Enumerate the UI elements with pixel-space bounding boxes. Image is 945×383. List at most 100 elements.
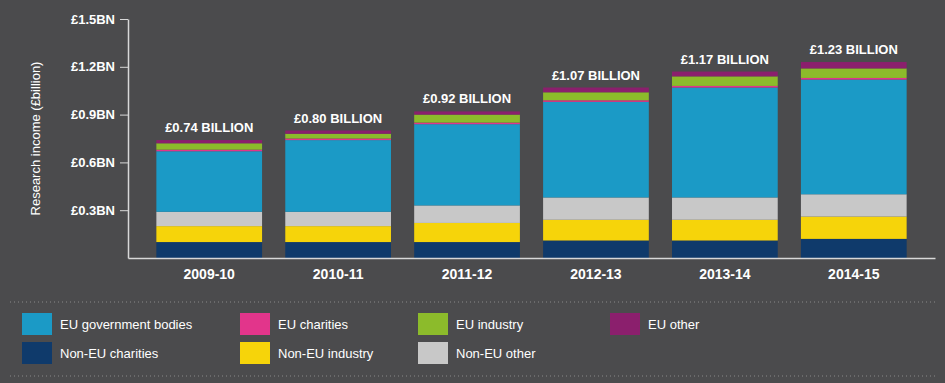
- bar: [672, 220, 778, 241]
- tick: 2011-12: [442, 258, 493, 282]
- tick-mark: [120, 115, 128, 116]
- legend-item: Non-EU other: [418, 342, 536, 364]
- bar: [672, 86, 778, 88]
- bar: [414, 242, 520, 258]
- series: [156, 62, 906, 143]
- bar: [672, 88, 778, 198]
- bar: [801, 239, 907, 258]
- tick-label: £0.6BN: [71, 155, 115, 170]
- chart: £0.3BN £0.6BN £0.9BN £1.2BN £1.5BN 2009-10 201…: [0, 0, 945, 383]
- tick: £1.5BN: [71, 12, 128, 27]
- annotation: £0.92 BILLION: [423, 91, 511, 106]
- tick-label: 2012-13: [570, 266, 622, 282]
- axis-line: [128, 20, 130, 259]
- tick: 2014-15: [828, 258, 880, 282]
- tick-label: £0.9BN: [71, 107, 115, 122]
- legend-swatch: [240, 313, 270, 335]
- bar: [285, 242, 391, 258]
- legend-item: EU other: [610, 313, 700, 335]
- series: [156, 80, 906, 212]
- tick-label: 2010-11: [313, 266, 364, 282]
- bar: [156, 212, 262, 226]
- bar: [156, 151, 262, 212]
- bar: [801, 78, 907, 80]
- tick-label: £1.5BN: [71, 12, 115, 27]
- legend-swatch: [418, 313, 448, 335]
- axis-title: Research income (£billion): [28, 62, 43, 216]
- bar: [801, 80, 907, 195]
- tick: 2010-11: [313, 258, 364, 282]
- bars: [156, 62, 906, 258]
- tick: £1.2BN: [71, 59, 128, 74]
- legend-item: EU charities: [240, 313, 349, 335]
- bar: [156, 143, 262, 149]
- legend-label: EU government bodies: [60, 317, 193, 332]
- bar: [543, 220, 649, 241]
- bar: [801, 62, 907, 68]
- legend: Non-EU charities Non-EU industry Non-EU ot…: [10, 302, 935, 376]
- bar: [414, 123, 520, 125]
- bar: [156, 226, 262, 242]
- annotation: £1.23 BILLION: [810, 42, 898, 57]
- tick-label: 2011-12: [442, 266, 493, 282]
- background: [0, 0, 945, 383]
- series: [156, 239, 906, 258]
- bar: [285, 131, 391, 134]
- bar: [414, 205, 520, 223]
- tick: 2009-10: [184, 258, 236, 282]
- series: [156, 78, 906, 151]
- bar: [543, 92, 649, 100]
- axis-line: [129, 258, 936, 260]
- bar: [543, 100, 649, 102]
- bar: [285, 139, 391, 141]
- annotation: £1.07 BILLION: [552, 68, 640, 83]
- bar: [543, 88, 649, 93]
- bar: [285, 226, 391, 242]
- bar: [801, 68, 907, 78]
- bar: [543, 102, 649, 198]
- bar: [156, 150, 262, 152]
- legend-item: Non-EU charities: [22, 342, 159, 364]
- tick-label: 2009-10: [184, 266, 236, 282]
- x-axis: 2009-10 2010-11 2011-12 2012-13 2013-14 2014-…: [129, 258, 936, 282]
- legend-item: EU government bodies: [22, 313, 193, 335]
- separator: [10, 376, 935, 377]
- series: [156, 68, 906, 149]
- legend-swatch: [22, 313, 52, 335]
- bar: [285, 134, 391, 139]
- bar: [414, 124, 520, 205]
- legend-label: Non-EU industry: [278, 346, 374, 361]
- series: [156, 217, 906, 242]
- legend-label: EU industry: [456, 317, 524, 332]
- legend-swatch: [610, 313, 640, 335]
- tick-mark: [120, 67, 128, 68]
- tick-mark: [120, 210, 128, 211]
- bar: [543, 197, 649, 219]
- bar: [156, 242, 262, 258]
- tick-mark: [120, 162, 128, 163]
- separator: [10, 302, 935, 303]
- legend-item: Non-EU industry: [240, 342, 374, 364]
- legend-label: EU charities: [278, 317, 349, 332]
- bar: [672, 240, 778, 258]
- bar: [672, 72, 778, 77]
- bar: [801, 194, 907, 216]
- y-axis: £0.3BN £0.6BN £0.9BN £1.2BN £1.5BN: [71, 12, 129, 259]
- bar: [414, 223, 520, 242]
- tick: 2012-13: [570, 258, 622, 282]
- legend-item: EU industry: [418, 313, 524, 335]
- series: [156, 194, 906, 226]
- bar: [156, 140, 262, 143]
- bar: [672, 76, 778, 86]
- annotation: £0.80 BILLION: [294, 111, 382, 126]
- tick-label: £0.3BN: [71, 203, 115, 218]
- bar: [414, 115, 520, 123]
- bar: [543, 240, 649, 258]
- legend-swatch: [418, 342, 448, 364]
- tick: 2013-14: [699, 258, 751, 282]
- tick: £0.9BN: [71, 107, 128, 122]
- legend-swatch: [22, 342, 52, 364]
- legend-label: Non-EU charities: [60, 346, 159, 361]
- tick: £0.6BN: [71, 155, 128, 170]
- legend-label: EU other: [648, 317, 700, 332]
